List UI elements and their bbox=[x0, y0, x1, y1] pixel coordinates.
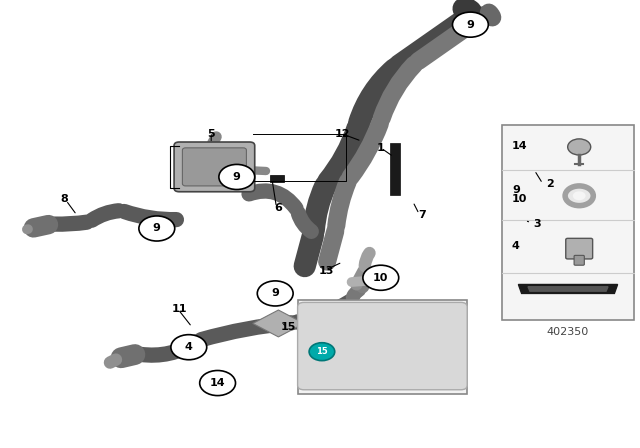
Text: 9: 9 bbox=[153, 224, 161, 233]
Text: 4: 4 bbox=[512, 241, 520, 251]
Text: 9: 9 bbox=[512, 185, 520, 195]
FancyBboxPatch shape bbox=[574, 255, 584, 265]
Text: 10: 10 bbox=[373, 273, 388, 283]
Circle shape bbox=[200, 370, 236, 396]
Bar bbox=[298, 300, 467, 394]
Circle shape bbox=[139, 216, 175, 241]
FancyBboxPatch shape bbox=[566, 238, 593, 259]
Circle shape bbox=[568, 139, 591, 155]
Polygon shape bbox=[522, 157, 552, 193]
Text: 5: 5 bbox=[207, 129, 215, 139]
Text: 402350: 402350 bbox=[547, 327, 589, 336]
Polygon shape bbox=[511, 219, 526, 228]
Text: 11: 11 bbox=[172, 304, 187, 314]
Text: 15: 15 bbox=[280, 322, 296, 332]
Circle shape bbox=[573, 191, 586, 200]
Polygon shape bbox=[518, 284, 618, 293]
Text: 10: 10 bbox=[512, 194, 527, 204]
Text: 9: 9 bbox=[467, 20, 474, 30]
Text: 13: 13 bbox=[319, 266, 334, 276]
Text: 9: 9 bbox=[233, 172, 241, 182]
Circle shape bbox=[171, 335, 207, 360]
Text: 9: 9 bbox=[271, 289, 279, 298]
Bar bbox=[502, 125, 634, 320]
Bar bbox=[270, 175, 284, 182]
Text: 1: 1 bbox=[377, 143, 385, 153]
Circle shape bbox=[309, 343, 335, 361]
Text: 12: 12 bbox=[335, 129, 350, 139]
Text: 6: 6 bbox=[275, 203, 282, 213]
Text: 14: 14 bbox=[512, 141, 527, 151]
Text: 15: 15 bbox=[316, 347, 328, 356]
Circle shape bbox=[219, 164, 255, 190]
Polygon shape bbox=[253, 310, 304, 337]
FancyBboxPatch shape bbox=[298, 302, 467, 390]
FancyBboxPatch shape bbox=[182, 148, 246, 186]
Bar bbox=[390, 143, 400, 195]
Text: 4: 4 bbox=[185, 342, 193, 352]
Text: 8: 8 bbox=[60, 194, 68, 204]
Text: 2: 2 bbox=[547, 179, 554, 189]
Circle shape bbox=[257, 281, 293, 306]
Circle shape bbox=[363, 265, 399, 290]
FancyBboxPatch shape bbox=[174, 142, 255, 192]
Text: 14: 14 bbox=[210, 378, 225, 388]
Circle shape bbox=[565, 186, 593, 206]
Text: 7: 7 bbox=[419, 210, 426, 220]
Text: 3: 3 bbox=[534, 219, 541, 229]
Polygon shape bbox=[528, 287, 608, 291]
Circle shape bbox=[452, 12, 488, 37]
